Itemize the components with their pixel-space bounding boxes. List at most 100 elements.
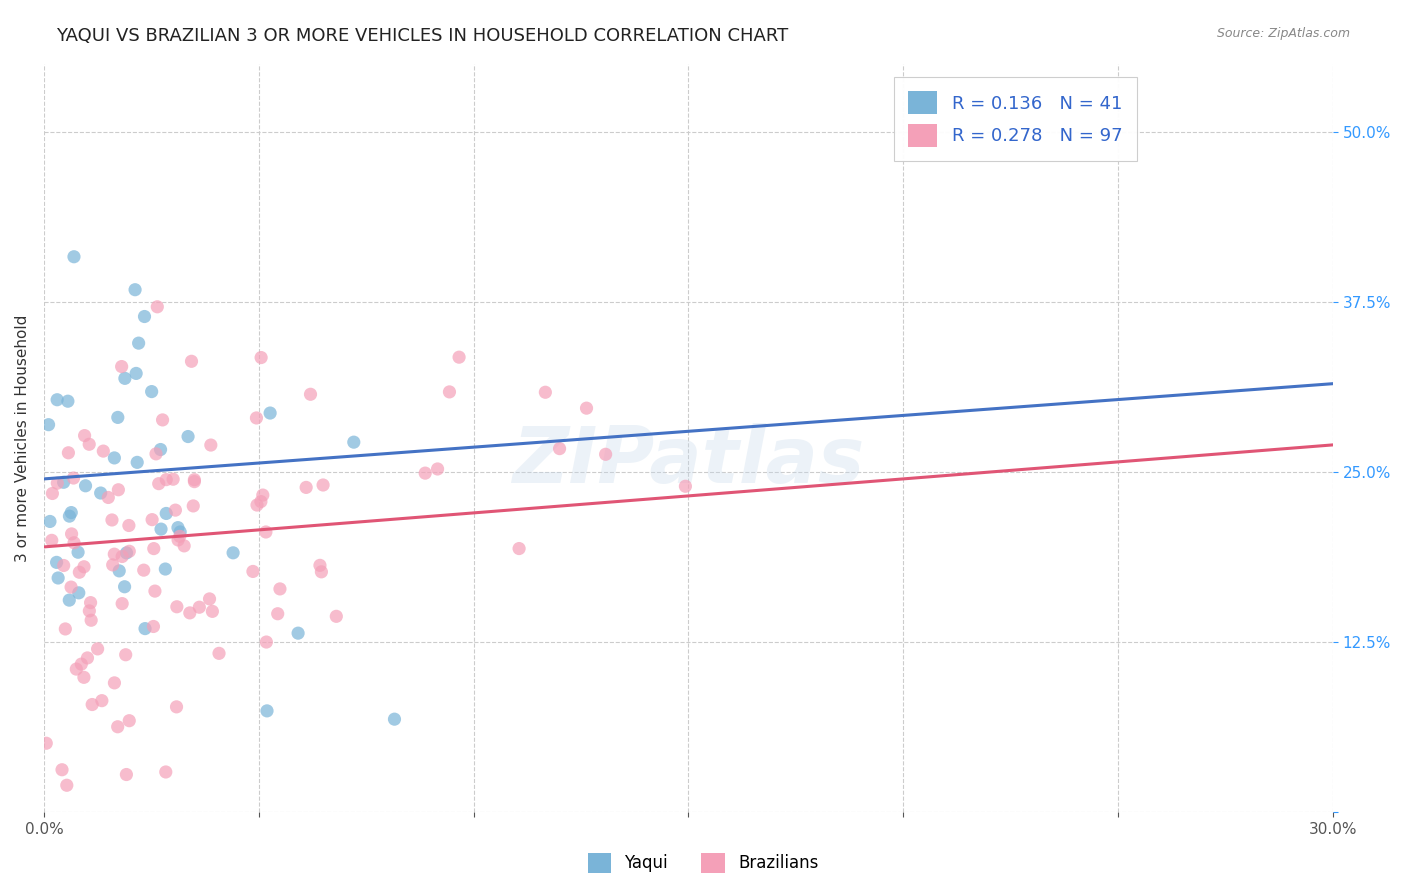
Point: [141, 384, 163, 399]
Point: [45, 555, 67, 569]
Legend: Yaqui, Brazilians: Yaqui, Brazilians: [581, 847, 825, 880]
Point: [82, 698, 104, 712]
Point: [107, 720, 129, 734]
Point: [79, 596, 101, 610]
Point: [167, 521, 190, 535]
Point: [46, 476, 69, 491]
Point: [58, 446, 80, 460]
Point: [128, 336, 150, 351]
Point: [118, 714, 141, 728]
Point: [242, 565, 264, 579]
Point: [508, 541, 530, 556]
Point: [167, 533, 190, 547]
Point: [107, 483, 129, 497]
Point: [287, 626, 309, 640]
Point: [63, 250, 86, 264]
Point: [250, 494, 273, 508]
Point: [256, 704, 278, 718]
Point: [132, 563, 155, 577]
Point: [101, 513, 124, 527]
Point: [134, 622, 156, 636]
Point: [254, 524, 277, 539]
Point: [103, 676, 125, 690]
Point: [188, 600, 211, 615]
Point: [155, 507, 177, 521]
Point: [67, 586, 90, 600]
Point: [183, 473, 205, 487]
Point: [75, 479, 97, 493]
Point: [201, 604, 224, 618]
Point: [245, 411, 267, 425]
Point: [439, 384, 461, 399]
Point: [142, 619, 165, 633]
Point: [107, 410, 129, 425]
Point: [46, 571, 69, 585]
Point: [155, 473, 177, 487]
Point: [111, 549, 134, 564]
Point: [134, 310, 156, 324]
Point: [200, 438, 222, 452]
Point: [67, 545, 90, 559]
Point: [108, 564, 131, 578]
Point: [97, 491, 120, 505]
Point: [86, 641, 108, 656]
Point: [208, 646, 231, 660]
Point: [114, 648, 136, 662]
Point: [152, 413, 174, 427]
Point: [46, 392, 69, 407]
Point: [67, 566, 90, 580]
Point: [111, 597, 134, 611]
Point: [60, 527, 83, 541]
Point: [673, 479, 696, 493]
Point: [426, 462, 449, 476]
Point: [299, 387, 322, 401]
Point: [166, 699, 188, 714]
Point: [143, 584, 166, 599]
Point: [103, 547, 125, 561]
Point: [60, 580, 83, 594]
Point: [269, 582, 291, 596]
Point: [181, 499, 204, 513]
Point: [267, 607, 290, 621]
Point: [384, 712, 406, 726]
Point: [41, 533, 63, 548]
Point: [73, 670, 96, 684]
Point: [35, 736, 58, 750]
Point: [60, 506, 83, 520]
Point: [39, 515, 62, 529]
Point: [166, 599, 188, 614]
Legend: R = 0.136   N = 41, R = 0.278   N = 97: R = 0.136 N = 41, R = 0.278 N = 97: [894, 77, 1137, 161]
Text: ZIPatlas: ZIPatlas: [512, 423, 865, 499]
Point: [91, 444, 114, 458]
Point: [77, 437, 100, 451]
Point: [115, 767, 138, 781]
Point: [343, 435, 366, 450]
Point: [150, 522, 173, 536]
Point: [141, 513, 163, 527]
Point: [148, 476, 170, 491]
Point: [295, 480, 318, 494]
Y-axis label: 3 or more Vehicles in Household: 3 or more Vehicles in Household: [15, 314, 30, 562]
Text: YAQUI VS BRAZILIAN 3 OR MORE VEHICLES IN HOUSEHOLD CORRELATION CHART: YAQUI VS BRAZILIAN 3 OR MORE VEHICLES IN…: [56, 27, 789, 45]
Point: [65, 662, 87, 676]
Point: [222, 546, 245, 560]
Point: [118, 544, 141, 558]
Point: [155, 562, 177, 576]
Point: [177, 429, 200, 443]
Point: [259, 406, 281, 420]
Point: [165, 503, 187, 517]
Point: [63, 535, 86, 549]
Point: [142, 541, 165, 556]
Point: [80, 613, 103, 627]
Point: [111, 359, 134, 374]
Point: [173, 539, 195, 553]
Point: [155, 764, 177, 779]
Point: [250, 351, 273, 365]
Point: [52, 475, 75, 490]
Point: [534, 385, 557, 400]
Point: [252, 488, 274, 502]
Point: [56, 394, 79, 409]
Point: [312, 478, 335, 492]
Point: [145, 447, 167, 461]
Point: [575, 401, 598, 416]
